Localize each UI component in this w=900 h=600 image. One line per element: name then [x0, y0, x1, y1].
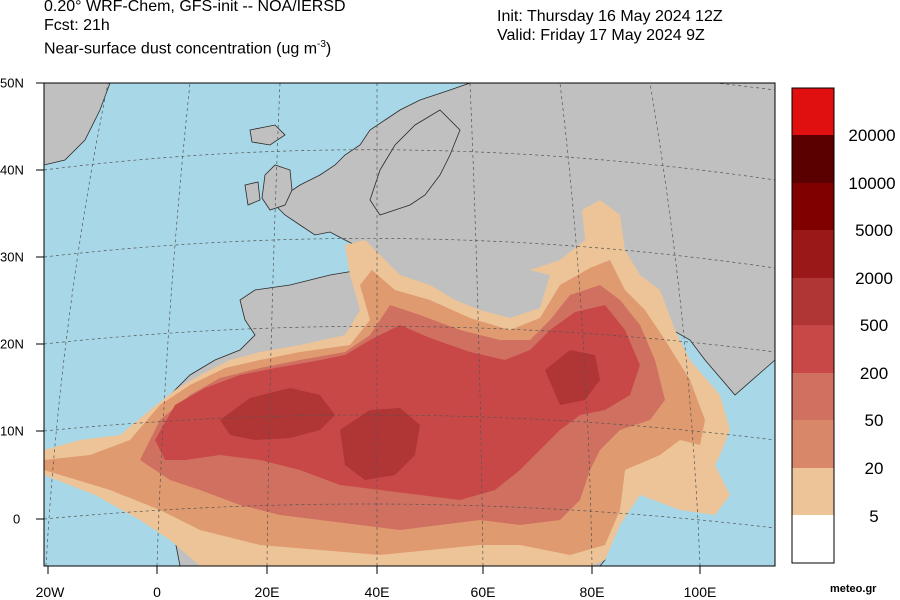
variable-name: Near-surface dust concentration (ug m: [44, 40, 318, 58]
colorbar-swatch-1: [792, 88, 834, 135]
axis-ticks: [36, 82, 701, 574]
model-title: 0.20° WRF-Chem, GFS-init -- NOA/IERSD: [44, 0, 346, 15]
map-area: [44, 83, 775, 566]
meridian-0: [156, 83, 191, 566]
colorbar-swatch-6: [792, 325, 834, 373]
parallel-30n: [44, 238, 775, 269]
great-britain: [261, 164, 293, 211]
meridian-80e: [559, 83, 593, 566]
colorbar-swatch-8: [792, 420, 834, 468]
colorbar-label-5000: 5000: [855, 221, 893, 240]
colorbar-label-2000: 2000: [855, 269, 893, 288]
variable-unit-close: ): [325, 40, 332, 58]
colorbar-swatch-7: [792, 373, 834, 420]
forecast-hour: Fcst: 21h: [44, 17, 110, 34]
x-tick-100e: 100E: [683, 584, 717, 600]
variable-title: Near-surface dust concentration (ug m-3): [44, 35, 346, 58]
ireland: [244, 181, 261, 206]
dust-level-500-patch-2: [340, 408, 420, 480]
colorbar-label-500: 500: [859, 316, 889, 335]
valid-time: Valid: Friday 17 May 2024 9Z: [497, 27, 705, 44]
colorbar-swatch-4: [792, 230, 834, 278]
y-tick-50n: 50N: [0, 75, 24, 91]
credit-text: meteo.gr: [830, 583, 877, 595]
parallel-10n: [44, 414, 775, 441]
dust-level-200: [155, 305, 640, 500]
scandinavia: [369, 109, 461, 216]
colorbar-label-20: 20: [864, 459, 884, 478]
meridian-20w: [45, 83, 109, 566]
x-tick-60e: 60E: [470, 584, 496, 600]
parallel-0: [44, 503, 775, 529]
variable-unit-exponent: -3: [317, 39, 326, 50]
x-tick-20w: 20W: [35, 584, 65, 600]
x-tick-20e: 20E: [254, 584, 280, 600]
map-frame: [43, 82, 776, 567]
colorbar-swatch-10: [792, 515, 834, 563]
forecast-time-block: Init: Thursday 16 May 2024 12Z Valid: Fr…: [497, 7, 723, 45]
graticule: [44, 83, 775, 566]
map-title-block: 0.20° WRF-Chem, GFS-init -- NOA/IERSD Fc…: [44, 0, 346, 58]
colorbar-swatch-2: [792, 135, 834, 183]
meridian-60e: [469, 83, 484, 566]
colorbar-swatch-3: [792, 183, 834, 230]
y-tick-40n: 40N: [0, 162, 24, 178]
parallel-20n: [44, 325, 775, 353]
colorbar-swatch-9: [792, 468, 834, 515]
init-time: Init: Thursday 16 May 2024 12Z: [497, 8, 723, 25]
parallel-40n: [44, 149, 775, 181]
dust-plume: [44, 200, 730, 566]
colorbar-frame: [791, 87, 835, 564]
y-tick-30n: 30N: [0, 249, 24, 265]
colorbar-swatch-5: [792, 278, 834, 325]
y-tick-10n: 10N: [0, 423, 24, 439]
colorbar-label-5: 5: [869, 507, 879, 526]
x-tick-80e: 80E: [579, 584, 605, 600]
y-tick-20n: 20N: [0, 336, 24, 352]
dust-level-500-patch-1: [220, 388, 335, 440]
colorbar-label-50: 50: [864, 411, 884, 430]
colorbar-label-20000: 20000: [848, 126, 896, 145]
colorbar-label-200: 200: [859, 364, 889, 383]
colorbar: [791, 87, 835, 564]
meridian-20e: [266, 83, 281, 566]
colorbar-label-10000: 10000: [848, 174, 896, 193]
x-tick-40e: 40E: [364, 584, 390, 600]
greenland: [44, 83, 111, 166]
meridian-100e: [649, 83, 701, 566]
x-tick-0: 0: [153, 584, 161, 600]
y-tick-0: 0: [13, 511, 21, 527]
